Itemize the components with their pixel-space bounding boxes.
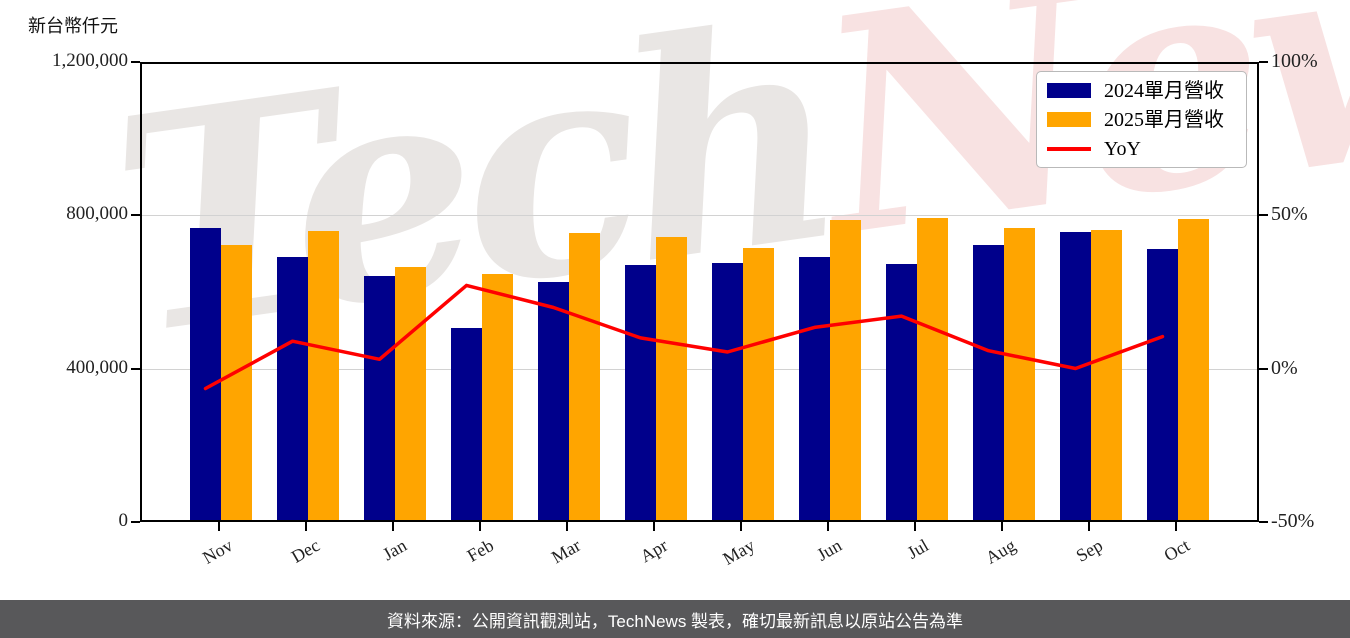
x-axis-tick xyxy=(479,522,481,531)
x-axis-tick xyxy=(1001,522,1003,531)
legend-label-yoy: YoY xyxy=(1104,137,1141,160)
footer-text: 資料來源：公開資訊觀測站，TechNews 製表，確切最新訊息以原站公告為準 xyxy=(386,611,964,631)
x-axis-month-label: Jul xyxy=(903,535,932,563)
bar-2024單月營收-Apr xyxy=(625,264,656,520)
x-axis-tick xyxy=(1175,522,1177,531)
bar-2024單月營收-Oct xyxy=(1147,248,1178,520)
bar-2025單月營收-Feb xyxy=(482,274,513,520)
x-axis-month-label: Feb xyxy=(463,535,497,566)
x-axis-month-label: Oct xyxy=(1160,535,1193,566)
grid-line xyxy=(142,368,1257,370)
left-axis-tick xyxy=(131,214,140,217)
bar-2025單月營收-Aug xyxy=(1004,227,1035,520)
legend-item-2025: 2025單月營收 xyxy=(1047,105,1236,134)
right-axis-tick xyxy=(1259,214,1268,217)
x-axis-tick xyxy=(914,522,916,531)
y-axis-unit-label: 新台幣仟元 xyxy=(28,16,118,36)
right-axis-tick xyxy=(1259,61,1268,63)
right-axis-tick-label: 50% xyxy=(1271,203,1308,226)
x-axis-month-label: Aug xyxy=(982,535,1019,568)
legend-label-2024: 2024單月營收 xyxy=(1104,79,1224,102)
right-axis-tick xyxy=(1259,367,1268,370)
bar-2025單月營收-Jul xyxy=(917,218,948,520)
x-axis-month-label: May xyxy=(719,535,758,569)
footer-bar: 資料來源：公開資訊觀測站，TechNews 製表，確切最新訊息以原站公告為準 xyxy=(0,600,1350,638)
x-axis-tick xyxy=(740,522,742,531)
bar-2024單月營收-Feb xyxy=(451,327,482,520)
bar-2025單月營收-Jun xyxy=(830,220,861,520)
x-axis-tick xyxy=(566,522,568,531)
x-axis-month-label: Nov xyxy=(199,535,236,568)
bar-2025單月營收-Dec xyxy=(308,231,339,520)
legend-line-swatch-yoy xyxy=(1047,146,1091,151)
bar-2025單月營收-May xyxy=(743,247,774,520)
plot-area xyxy=(140,62,1259,522)
legend-item-2024: 2024單月營收 xyxy=(1047,76,1236,105)
x-axis-tick xyxy=(1088,522,1090,531)
left-axis-tick-label: 1,200,000 xyxy=(52,50,128,71)
x-axis-tick xyxy=(827,522,829,531)
bar-2024單月營收-May xyxy=(712,263,743,520)
x-axis-month-label: Apr xyxy=(636,535,671,567)
right-axis-tick-label: 0% xyxy=(1271,356,1298,379)
bar-2025單月營收-Jan xyxy=(395,267,426,520)
bar-2024單月營收-Aug xyxy=(973,245,1004,520)
bar-2024單月營收-Jun xyxy=(799,257,830,520)
left-axis-tick xyxy=(131,367,140,370)
bar-2025單月營收-Mar xyxy=(569,232,600,520)
right-axis-tick xyxy=(1259,521,1268,523)
legend-swatch-2025 xyxy=(1047,112,1091,127)
bar-2024單月營收-Sep xyxy=(1060,231,1091,520)
left-axis-tick xyxy=(131,521,140,523)
x-axis-month-label: Jan xyxy=(379,535,410,565)
x-axis-month-label: Jun xyxy=(813,535,845,565)
left-axis-tick xyxy=(131,61,140,63)
left-axis-tick-label: 400,000 xyxy=(66,356,128,378)
left-axis-tick-label: 800,000 xyxy=(66,203,128,225)
right-axis-tick-label: -50% xyxy=(1271,510,1315,532)
bar-2024單月營收-Nov xyxy=(190,228,221,520)
x-axis-tick xyxy=(653,522,655,531)
bar-2025單月營收-Apr xyxy=(656,237,687,520)
legend-item-yoy: YoY xyxy=(1047,134,1236,163)
bar-2024單月營收-Jan xyxy=(364,276,395,520)
x-axis-tick xyxy=(392,522,394,531)
x-axis-month-label: Sep xyxy=(1072,535,1106,566)
yoy-line xyxy=(203,283,1165,391)
bar-2025單月營收-Oct xyxy=(1178,218,1209,520)
x-axis-tick xyxy=(218,522,220,531)
bar-2025單月營收-Sep xyxy=(1091,229,1122,520)
x-axis-tick xyxy=(305,522,307,531)
legend-swatch-2024 xyxy=(1047,83,1091,98)
grid-line xyxy=(142,215,1257,217)
bar-2025單月營收-Nov xyxy=(221,245,252,520)
left-axis-tick-label: 0 xyxy=(118,510,129,531)
legend-label-2025: 2025單月營收 xyxy=(1104,108,1224,131)
plot-inner xyxy=(142,64,1257,520)
right-axis-tick-label: 100% xyxy=(1271,50,1318,72)
legend: 2024單月營收 2025單月營收 YoY xyxy=(1036,71,1247,168)
bar-2024單月營收-Dec xyxy=(277,256,308,520)
x-axis-month-label: Dec xyxy=(287,535,323,567)
bar-2024單月營收-Mar xyxy=(538,281,569,520)
x-axis-month-label: Mar xyxy=(548,535,584,568)
bar-2024單月營收-Jul xyxy=(886,263,917,520)
